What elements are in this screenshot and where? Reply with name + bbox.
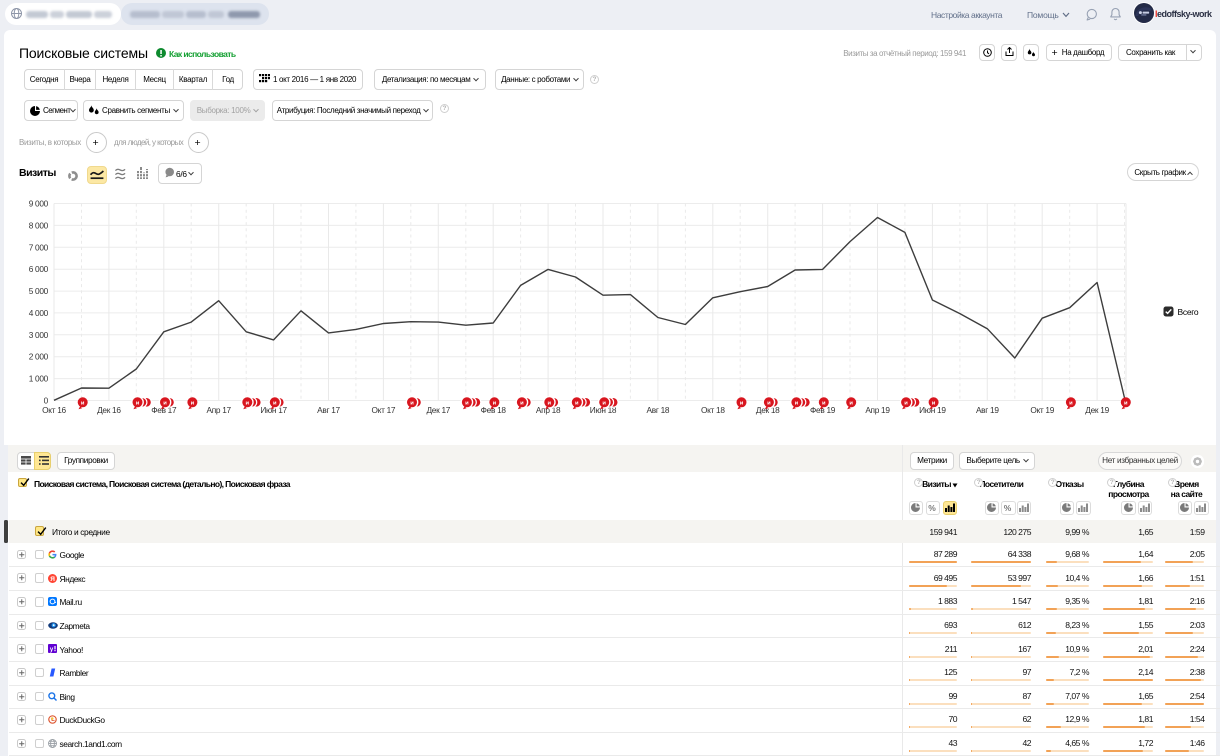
svg-text:и: и [136,401,140,407]
svg-text:Апр 18: Апр 18 [536,405,561,415]
svg-text:и: и [493,401,497,407]
svg-text:9 000: 9 000 [29,199,49,209]
svg-text:и: и [548,401,552,407]
svg-text:Окт 18: Окт 18 [701,405,725,415]
svg-text:Фев 19: Фев 19 [810,405,836,415]
svg-text:и: и [767,401,771,407]
svg-text:и: и [1069,401,1073,407]
svg-text:y: y [49,647,53,653]
svg-text:Окт 16: Окт 16 [42,405,66,415]
svg-text:и: и [575,401,579,407]
svg-text:Дек 17: Дек 17 [426,405,450,415]
svg-text:и: и [81,401,85,407]
svg-text:и: и [410,401,414,407]
svg-text:Окт 17: Окт 17 [372,405,396,415]
svg-text:3 000: 3 000 [29,330,49,340]
svg-text:и: и [795,401,799,407]
svg-text:5 000: 5 000 [29,286,49,296]
svg-text:8 000: 8 000 [29,220,49,230]
svg-text:4 000: 4 000 [29,308,49,318]
svg-text:и: и [740,401,744,407]
svg-text:и: и [246,401,250,407]
svg-text:Июн 17: Июн 17 [260,405,287,415]
svg-text:Апр 19: Апр 19 [865,405,890,415]
svg-text:Авг 19: Авг 19 [976,405,999,415]
svg-text:Фев 18: Фев 18 [481,405,507,415]
svg-text:6 000: 6 000 [29,264,49,274]
svg-text:Окт 19: Окт 19 [1030,405,1054,415]
svg-text:1 000: 1 000 [29,374,49,384]
svg-text:и: и [849,401,853,407]
svg-text:и: и [520,401,524,407]
svg-text:и: и [465,401,469,407]
svg-text:0: 0 [44,396,49,406]
svg-text:Дек 18: Дек 18 [756,405,780,415]
svg-text:и: и [1124,401,1128,407]
svg-text:и: и [273,401,277,407]
svg-text:Апр 17: Апр 17 [207,405,232,415]
svg-text:и: и [822,401,826,407]
svg-text:2 000: 2 000 [29,352,49,362]
svg-text:Дек 16: Дек 16 [97,405,121,415]
svg-text:и: и [163,401,167,407]
svg-text:Я: Я [50,575,55,582]
svg-text:Авг 17: Авг 17 [317,405,340,415]
svg-text:Июн 18: Июн 18 [590,405,617,415]
svg-text:7 000: 7 000 [29,242,49,252]
svg-text:и: и [191,401,195,407]
svg-text:Июн 19: Июн 19 [919,405,946,415]
svg-text:Фев 17: Фев 17 [151,405,177,415]
svg-text:и: и [602,401,606,407]
svg-text:и: и [904,401,908,407]
svg-text:Дек 19: Дек 19 [1085,405,1109,415]
svg-text:Авг 18: Авг 18 [647,405,670,415]
svg-text:и: и [932,401,936,407]
